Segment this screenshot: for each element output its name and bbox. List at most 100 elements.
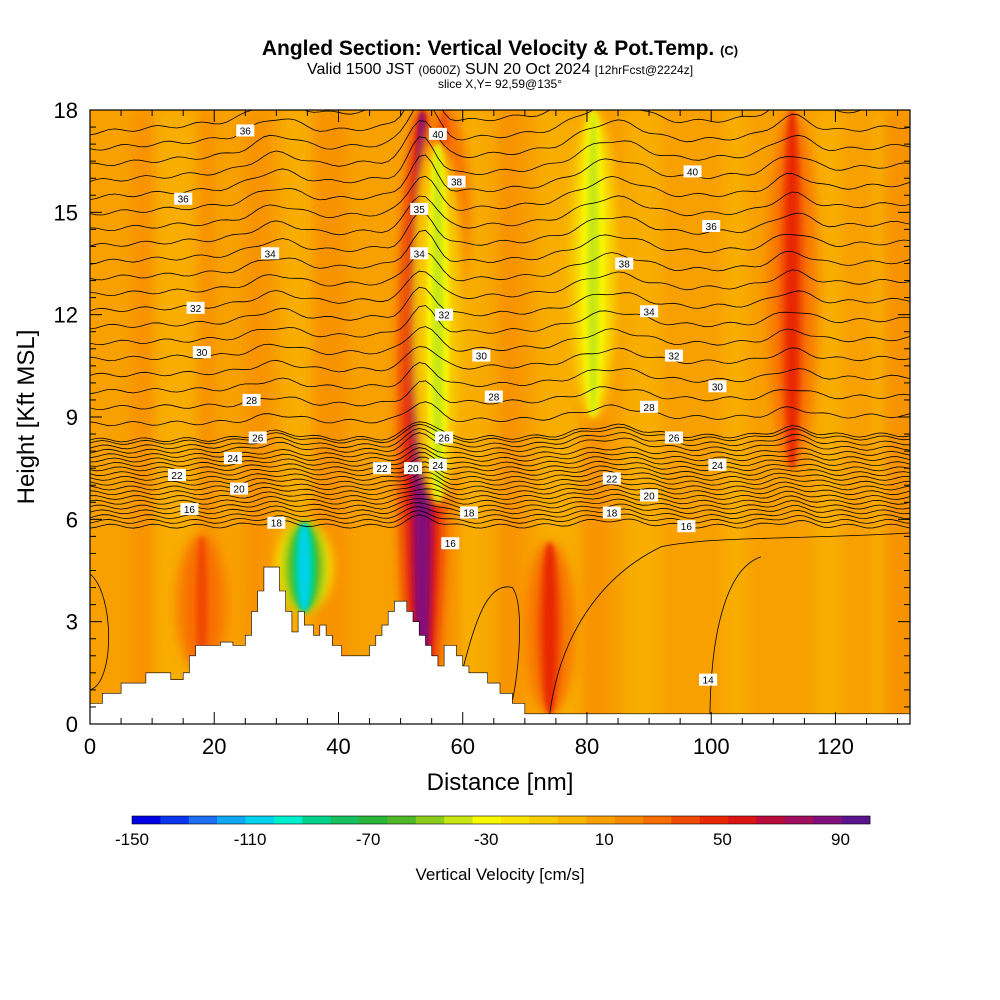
contour-label-text: 38 — [451, 178, 463, 189]
contour-label-text: 18 — [606, 509, 618, 520]
contour-label-text: 22 — [171, 471, 183, 482]
contour-label-text: 26 — [252, 433, 264, 444]
contour-label-text: 22 — [606, 474, 618, 485]
theta-contour — [90, 514, 910, 529]
updraft — [521, 543, 578, 714]
contour-label-text: 26 — [668, 433, 680, 444]
contour-label: 40 — [428, 127, 447, 141]
theta-contour — [90, 488, 910, 500]
colorbar-swatch — [586, 816, 615, 824]
theta-contour — [90, 466, 910, 481]
theta-contour — [90, 502, 910, 515]
downdraft — [276, 522, 333, 612]
theta-contour — [90, 250, 910, 297]
contour-label-bg — [267, 516, 286, 529]
contour-label-text: 30 — [476, 352, 488, 363]
theta-contour — [90, 154, 910, 216]
theta-contour — [90, 427, 910, 450]
colorbar-swatch — [302, 816, 331, 824]
theta-contour — [90, 461, 910, 477]
colorbar-swatch — [728, 816, 757, 824]
contour-label: 16 — [180, 503, 199, 516]
colorbar-swatch — [245, 816, 275, 824]
contour-label: 32 — [435, 308, 454, 322]
x-tick-label: 20 — [202, 734, 226, 759]
y-tick-label: 6 — [66, 507, 78, 532]
contour-label: 24 — [708, 458, 727, 472]
contour-label-text: 40 — [432, 130, 444, 141]
texture-band — [496, 110, 523, 724]
contour-label-bg — [167, 468, 186, 481]
contour-label: 34 — [261, 247, 280, 260]
contour-label: 22 — [167, 468, 186, 482]
y-axis-label: Height [Kft MSL] — [13, 330, 40, 505]
theta-contours — [90, 110, 910, 724]
colorbar-tick-label: 10 — [595, 830, 614, 849]
contour-label-text: 20 — [644, 491, 656, 502]
contour-label-bg — [230, 482, 249, 495]
contour-label-bg — [640, 489, 659, 502]
contour-label-bg — [640, 400, 659, 413]
contour-label-text: 16 — [445, 539, 457, 550]
contour-label: 24 — [223, 451, 242, 465]
contour-label-bg — [664, 431, 683, 444]
contour-label-bg — [664, 349, 683, 362]
contour-label: 20 — [640, 489, 659, 502]
contour-label: 30 — [708, 380, 727, 393]
texture-band — [814, 110, 843, 724]
contour-label: 34 — [640, 305, 659, 318]
contour-label-text: 24 — [227, 454, 239, 465]
colorbar-swatch — [273, 816, 303, 824]
contour-label-text: 40 — [687, 167, 699, 178]
y-tick-label: 15 — [54, 200, 78, 225]
contour-label-bg — [683, 165, 702, 178]
contour-label-bg — [472, 349, 491, 362]
contour-label: 26 — [435, 431, 454, 444]
contour-label-bg — [602, 506, 621, 519]
contour-label: 36 — [174, 192, 193, 206]
contour-label-text: 34 — [644, 307, 656, 318]
theta-contour — [90, 110, 551, 151]
contour-label-bg — [223, 451, 242, 464]
contour-label-text: 30 — [196, 348, 208, 359]
theta-contour — [90, 362, 910, 395]
contour-label-text: 24 — [432, 461, 444, 472]
contour-label-text: 36 — [178, 195, 190, 206]
texture-band — [625, 110, 642, 724]
x-tick-label: 0 — [84, 734, 96, 759]
downdraft-shade — [298, 522, 310, 612]
x-tick-label: 100 — [693, 734, 730, 759]
colorbar-tick-label: 50 — [713, 830, 732, 849]
contour-label-text: 28 — [488, 393, 500, 404]
colorbar-swatch — [132, 816, 161, 824]
contour-label-text: 34 — [414, 249, 426, 260]
contour-label-bg — [410, 202, 429, 215]
contour-label: 38 — [615, 257, 634, 271]
theta-contour — [90, 423, 910, 445]
colorbar-tick-label: -30 — [474, 830, 499, 849]
contour-label: 40 — [683, 165, 702, 178]
colorbar-label: Vertical Velocity [cm/s] — [415, 865, 584, 884]
contour-label-bg — [447, 175, 466, 188]
x-tick-label: 40 — [326, 734, 350, 759]
contour-label: 32 — [186, 301, 205, 315]
contour-label-text: 16 — [184, 505, 196, 516]
contour-label-bg — [699, 673, 718, 686]
contour-label: 34 — [410, 247, 429, 260]
colorbar-swatch — [699, 816, 729, 824]
contour-label-bg — [441, 537, 460, 550]
contour-label: 18 — [602, 506, 621, 520]
updraft — [764, 110, 820, 469]
contour-label-bg — [435, 308, 454, 321]
theta-contour — [90, 191, 910, 247]
colorbar-swatch — [756, 816, 786, 824]
contour-label: 30 — [192, 346, 211, 359]
contour-label: 18 — [267, 516, 286, 530]
colorbar-swatch — [529, 816, 559, 824]
contour-label-bg — [708, 380, 727, 393]
contour-label: 30 — [472, 349, 491, 363]
theta-contour — [90, 229, 910, 281]
contour-label-bg — [640, 305, 659, 318]
contour-label-text: 34 — [265, 249, 277, 260]
